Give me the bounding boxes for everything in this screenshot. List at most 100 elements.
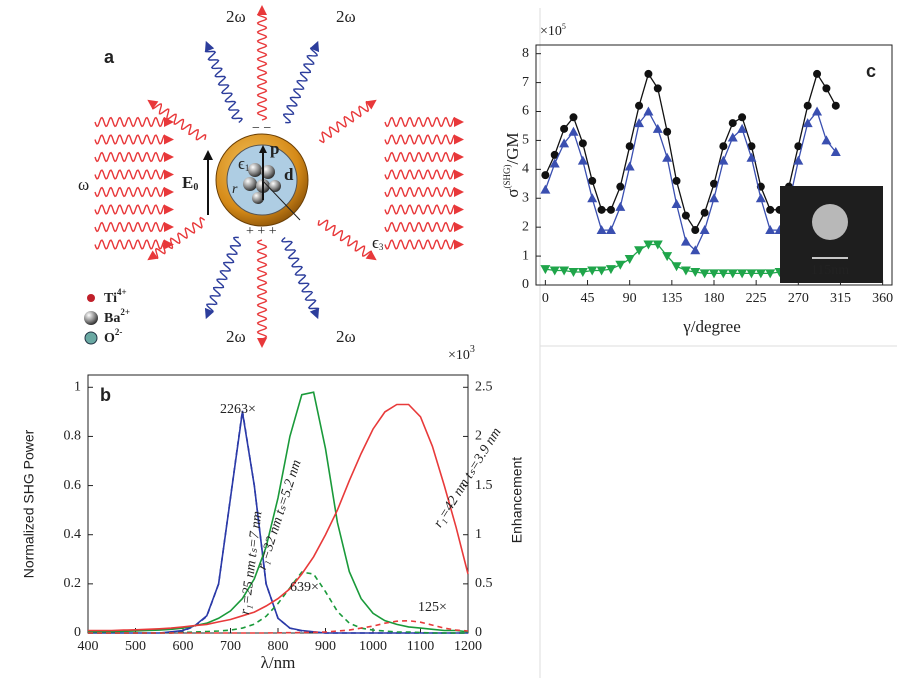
y-multiplier: ×105	[540, 22, 566, 39]
series-line	[88, 619, 469, 634]
marker	[765, 225, 776, 235]
y-symbol: σ	[503, 188, 522, 197]
wave-arrow	[94, 186, 166, 198]
marker	[643, 240, 654, 250]
x-tick-label: 700	[220, 639, 241, 654]
atom	[248, 163, 262, 177]
y-tick-label: 0.4	[64, 527, 82, 542]
panel-label: b	[100, 385, 111, 405]
arrow-head	[454, 239, 464, 250]
marker	[681, 211, 690, 220]
y2-axis-label: Enhancement	[509, 457, 525, 544]
marker	[662, 152, 673, 162]
marker	[550, 150, 559, 159]
wave-arrow	[384, 169, 456, 180]
atom	[252, 192, 264, 204]
marker	[540, 184, 551, 194]
marker	[578, 139, 587, 148]
marker	[653, 84, 662, 93]
marker	[719, 142, 728, 151]
wave-arrow	[94, 169, 166, 180]
marker	[541, 171, 550, 180]
marker	[540, 265, 551, 275]
marker	[680, 236, 691, 246]
x-tick-label: 360	[872, 291, 893, 306]
marker	[596, 266, 607, 276]
charges: + + +	[246, 224, 277, 239]
marker	[549, 266, 560, 276]
y2-tick-label: 0.5	[475, 576, 493, 591]
x-tick-label: 1100	[407, 639, 434, 654]
legend-label: Ti4+	[104, 287, 127, 306]
arrow-head	[454, 187, 464, 197]
field: E	[182, 173, 193, 192]
y-tick-label: 1	[522, 248, 529, 263]
d-label: d	[284, 165, 294, 184]
x-tick-label: 800	[268, 639, 289, 654]
marker	[559, 138, 570, 148]
wave-arrow	[384, 186, 456, 198]
marker	[663, 127, 672, 136]
x-tick-label: 225	[746, 291, 767, 306]
eps-sub: 3	[379, 242, 384, 252]
marker	[644, 69, 653, 78]
annotation: 2263×	[220, 402, 256, 417]
marker	[746, 269, 757, 279]
ion: Ba	[104, 311, 120, 326]
y-tick-label: 6	[522, 104, 529, 119]
atom	[243, 177, 257, 191]
panel-label: c	[866, 61, 876, 81]
marker	[830, 146, 841, 156]
two-omega-label: 2ω	[226, 7, 246, 26]
x-tick-label: 1200	[454, 639, 482, 654]
wave-arrow	[384, 221, 456, 233]
arrow-head	[147, 250, 159, 261]
marker	[596, 225, 607, 235]
wave-arrow	[384, 204, 456, 215]
charge: 4+	[117, 287, 127, 297]
marker	[709, 193, 719, 203]
annotation: 125×	[418, 600, 447, 615]
inset-particle	[812, 204, 848, 240]
x-axis-label: λ/nm	[261, 653, 296, 672]
arrow-head	[365, 250, 377, 261]
marker	[605, 225, 616, 235]
marker	[569, 113, 578, 122]
arrow-head	[365, 99, 377, 110]
field-label: E0	[182, 173, 198, 193]
multiplier-exp: 5	[562, 22, 566, 31]
marker	[737, 123, 748, 133]
marker	[671, 199, 682, 209]
annotation: 639×	[290, 580, 319, 595]
x-tick-label: 1000	[359, 639, 387, 654]
y-tick-label: 7	[522, 75, 529, 90]
arrow-head	[164, 222, 174, 232]
marker	[616, 182, 625, 191]
atom	[269, 180, 281, 192]
arrow-head	[257, 5, 267, 15]
y-tick-label: 4	[522, 162, 529, 177]
r-label: r	[232, 182, 238, 197]
marker	[625, 142, 634, 151]
x-tick-label: 90	[623, 291, 637, 306]
x-tick-label: 600	[173, 639, 194, 654]
marker	[699, 269, 710, 279]
arrow-head	[259, 145, 267, 153]
marker	[755, 269, 766, 279]
radius-line	[261, 179, 301, 221]
x-tick-label: 400	[78, 639, 99, 654]
marker	[680, 266, 691, 276]
arrow-head	[454, 152, 464, 162]
marker	[635, 101, 644, 110]
field-sub: 0	[193, 182, 198, 193]
x-tick-label: 0	[542, 291, 549, 306]
y-tick-label: 3	[522, 190, 529, 205]
marker	[738, 113, 747, 122]
marker	[794, 142, 803, 151]
wave-arrow	[256, 239, 268, 340]
marker	[624, 161, 635, 171]
x-tick-label: 135	[661, 291, 682, 306]
marker	[588, 176, 597, 185]
wave-arrow	[94, 204, 166, 215]
arrow-head	[454, 222, 464, 232]
